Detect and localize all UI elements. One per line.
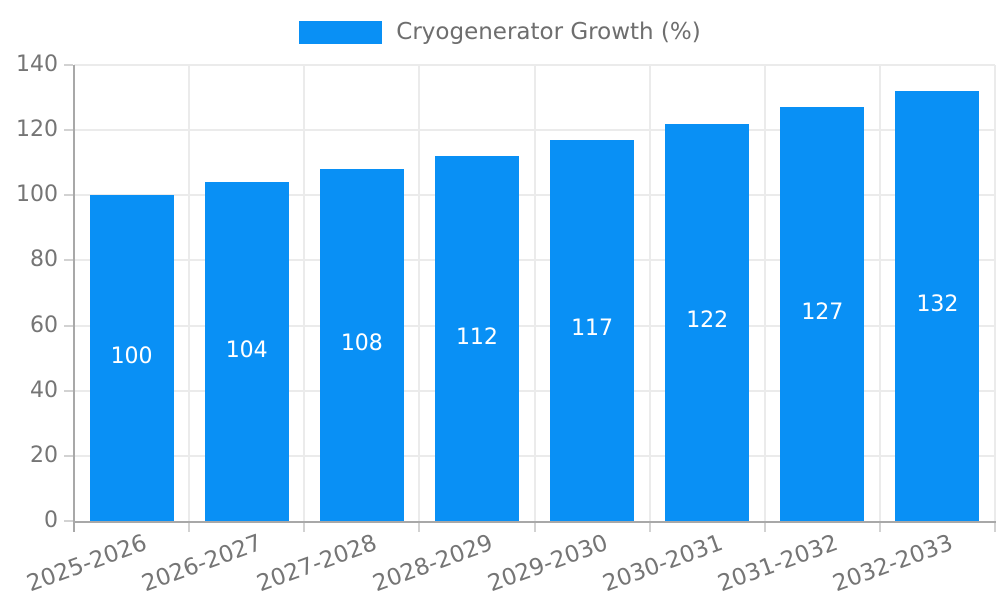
x-tick-mark [533, 523, 536, 532]
y-tick-mark [64, 64, 73, 66]
bar-value-label: 132 [916, 292, 959, 318]
x-tick-mark [763, 523, 766, 532]
bar [550, 139, 635, 521]
x-axis-tick-label: 2026-2027 [138, 530, 266, 598]
y-axis-tick-label: 80 [30, 247, 58, 273]
bar [895, 91, 980, 521]
bar-value-label: 122 [686, 308, 729, 334]
bar-value-label: 112 [455, 324, 498, 350]
x-tick-mark [878, 523, 881, 532]
x-tick-mark [648, 523, 651, 532]
legend-label: Cryogenerator Growth (%) [396, 19, 701, 45]
y-axis-tick-label: 20 [30, 442, 58, 468]
vertical-gridline [303, 65, 306, 521]
y-axis-tick-label: 100 [16, 182, 58, 208]
y-axis-tick-label: 0 [44, 508, 58, 533]
x-axis-tick-label: 2027-2028 [253, 530, 381, 598]
y-axis-tick-label: 140 [16, 52, 58, 77]
vertical-gridline [418, 65, 421, 521]
x-tick-mark [303, 523, 306, 532]
vertical-gridline [188, 65, 191, 521]
x-axis-tick-label: 2029-2030 [484, 530, 611, 598]
y-tick-mark [64, 454, 73, 457]
y-axis-tick-label: 120 [16, 117, 58, 143]
x-tick-mark [188, 523, 191, 532]
plot-area: 100 104 108 112 117 122 127 132 [64, 64, 996, 532]
y-tick-mark [64, 520, 73, 522]
bar [780, 107, 865, 521]
bar [204, 182, 289, 521]
y-tick-mark [64, 129, 73, 132]
x-tick-mark [994, 523, 996, 532]
x-axis-tick-label: 2031-2032 [714, 530, 842, 598]
y-axis-tick-label: 40 [30, 377, 58, 403]
y-tick-mark [64, 324, 73, 327]
bar [665, 123, 750, 521]
bar-value-label: 104 [225, 337, 268, 363]
y-axis-tick-label: 60 [30, 312, 58, 338]
legend-swatch [299, 20, 383, 44]
bar-value-label: 108 [340, 331, 383, 357]
bar [89, 195, 174, 521]
bar-value-label: 127 [801, 300, 844, 326]
y-tick-mark [64, 194, 73, 197]
vertical-gridline [878, 65, 881, 521]
x-axis-tick-label: 2030-2031 [599, 530, 727, 598]
vertical-gridline [763, 65, 766, 521]
y-axis-line [73, 65, 75, 531]
y-tick-mark [64, 259, 73, 262]
y-tick-mark [64, 389, 73, 392]
bar-value-label: 100 [110, 344, 153, 370]
x-tick-mark [418, 523, 421, 532]
vertical-gridline [533, 65, 536, 521]
bar [434, 156, 519, 521]
vertical-gridline [994, 65, 996, 521]
x-axis-tick-label: 2028-2029 [369, 530, 496, 598]
x-axis-tick-label: 2025-2026 [23, 530, 151, 598]
bar-value-label: 117 [571, 316, 614, 342]
x-axis-line [73, 521, 996, 523]
vertical-gridline [648, 65, 651, 521]
legend[interactable]: Cryogenerator Growth (%) [0, 19, 1000, 45]
x-axis-tick-label: 2032-2033 [829, 530, 957, 598]
bar [319, 169, 404, 521]
